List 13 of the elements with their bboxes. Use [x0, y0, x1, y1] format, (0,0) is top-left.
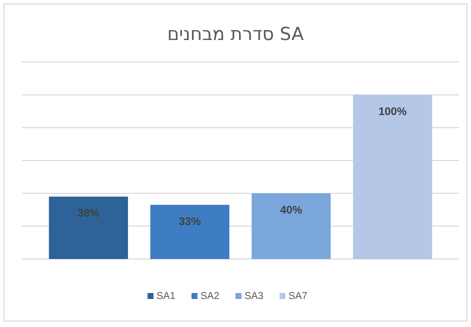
bar [48, 196, 128, 259]
chart-title: סדרת מבחנים SA [167, 24, 304, 45]
data-label: 38% [77, 208, 100, 220]
legend-label: SA2 [200, 291, 220, 302]
legend-label: SA1 [156, 291, 176, 302]
data-label: 40% [280, 204, 302, 216]
bar [150, 204, 230, 259]
data-label: 100% [378, 106, 407, 118]
bar [252, 193, 331, 259]
bar [353, 94, 432, 259]
legend-label: SA7 [288, 291, 308, 302]
data-label: 33% [178, 216, 202, 228]
legend-label: SA3 [244, 291, 264, 302]
